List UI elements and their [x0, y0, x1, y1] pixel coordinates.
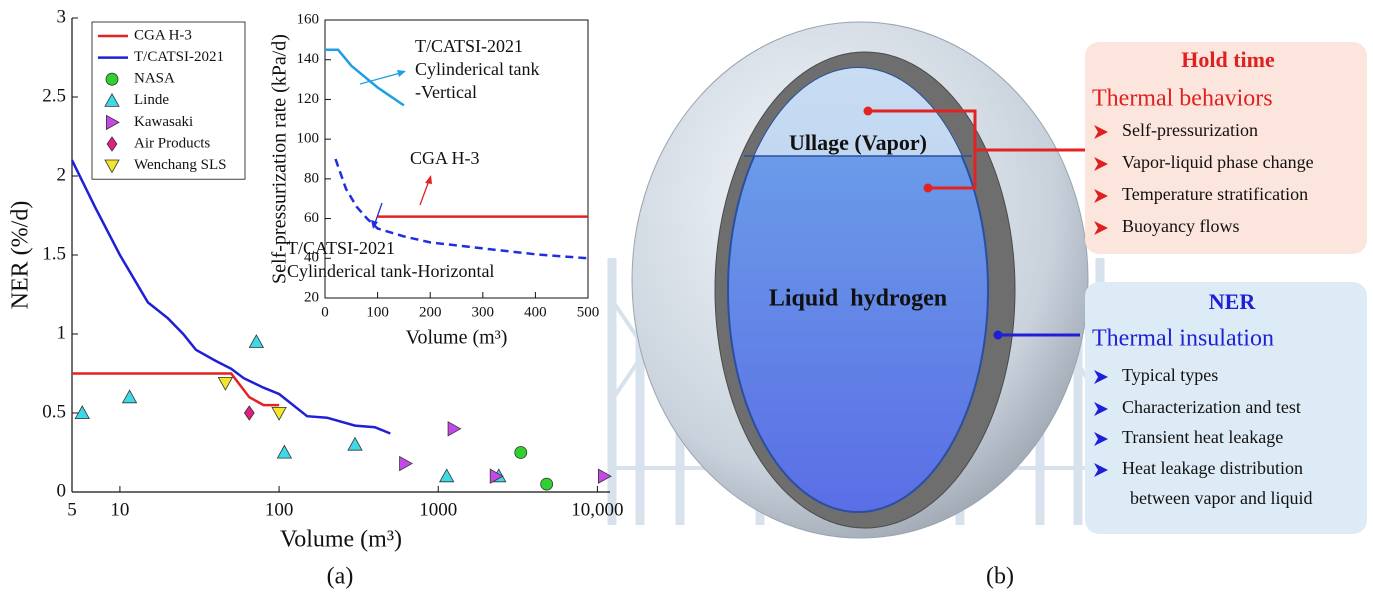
liquid-label: Liquid hydrogen: [769, 286, 947, 312]
y-tick-label: 2.5: [42, 85, 66, 106]
y-tick-label: 2: [57, 164, 67, 185]
annotation: T/CATSI-2021: [287, 238, 395, 258]
annotation: Cylinderical tank-Horizontal: [287, 261, 494, 281]
legend-label: Wenchang SLS: [134, 157, 227, 173]
y-tick-label: 0.5: [42, 401, 66, 422]
list-item: Temperature stratification: [1122, 184, 1308, 204]
y-tick-label: 3: [57, 6, 67, 27]
panel-label: (a): [327, 564, 354, 590]
legend-label: Air Products: [134, 135, 210, 151]
x-axis-label: Volume (m³): [280, 527, 402, 553]
marker: [448, 422, 461, 436]
marker: [249, 335, 263, 348]
marker: [400, 457, 413, 471]
marker: [272, 407, 286, 420]
marker: [515, 447, 527, 459]
legend-label: Linde: [134, 92, 169, 108]
y-tick-label: 140: [297, 51, 320, 67]
tank-diagram: Ullage (Vapor) Liquid hydrogen Hold time…: [612, 22, 1367, 538]
list-item: Characterization and test: [1122, 397, 1301, 417]
page: Ullage (Vapor) Liquid hydrogen Hold time…: [0, 0, 1373, 596]
y-tick-label: 1.5: [42, 243, 66, 264]
marker: [123, 390, 137, 403]
box-title: NER: [1209, 289, 1257, 314]
y-tick-label: 20: [304, 289, 319, 305]
marker: [348, 438, 362, 451]
panel-label: (b): [986, 564, 1014, 590]
legend-label: CGA H-3: [134, 27, 192, 43]
x-tick-label: 100: [265, 499, 294, 520]
y-tick-label: 1: [57, 322, 67, 343]
x-tick-label: 5: [67, 499, 77, 520]
x-tick-label: 10: [110, 499, 129, 520]
series-line: [72, 160, 390, 433]
y-tick-label: 160: [297, 11, 320, 27]
annotation: CGA H-3: [410, 148, 480, 168]
legend-label: NASA: [134, 71, 175, 87]
list-item: Buoyancy flows: [1122, 216, 1239, 236]
box-title: Hold time: [1181, 47, 1275, 72]
y-axis-label: NER (%/d): [8, 201, 34, 310]
connector-dot: [994, 331, 1003, 340]
y-tick-label: 60: [304, 210, 319, 226]
marker: [75, 406, 89, 419]
x-tick-label: 300: [472, 304, 495, 320]
list-item: Transient heat leakage: [1122, 427, 1283, 447]
box-subtitle: Thermal behaviors: [1092, 86, 1273, 112]
box-subtitle: Thermal insulation: [1092, 326, 1274, 352]
y-tick-label: 80: [304, 170, 319, 186]
y-tick-label: 120: [297, 91, 320, 107]
list-item: Heat leakage distribution: [1122, 458, 1303, 478]
y-tick-label: 0: [57, 480, 67, 501]
marker: [440, 469, 454, 482]
legend-label: Kawasaki: [134, 114, 193, 130]
x-tick-label: 200: [419, 304, 442, 320]
x-tick-label: 400: [524, 304, 547, 320]
annotation: Cylinderical tank: [415, 59, 539, 79]
list-item: Self-pressurization: [1122, 120, 1258, 140]
x-axis-label: Volume (m³): [406, 327, 508, 349]
marker: [218, 377, 232, 390]
annotation: -Vertical: [415, 82, 477, 102]
marker: [541, 478, 553, 490]
list-item: Vapor-liquid phase change: [1122, 152, 1314, 172]
marker: [277, 446, 291, 459]
figure: Ullage (Vapor) Liquid hydrogen Hold time…: [0, 0, 1373, 596]
marker: [106, 73, 118, 85]
y-tick-label: 100: [297, 131, 320, 147]
connector-dot: [864, 107, 873, 116]
list-item: Typical types: [1122, 365, 1218, 385]
x-tick-label: 1000: [419, 499, 457, 520]
connector-dot: [924, 184, 933, 193]
ullage-label: Ullage (Vapor): [789, 130, 927, 155]
marker: [244, 406, 254, 420]
x-tick-label: 100: [366, 304, 389, 320]
x-tick-label: 0: [321, 304, 329, 320]
x-tick-label: 10,000: [571, 499, 623, 520]
series-line: [72, 374, 279, 406]
series-line: [325, 50, 404, 106]
list-item: between vapor and liquid: [1130, 488, 1312, 508]
annotation: T/CATSI-2021: [415, 36, 523, 56]
x-tick-label: 500: [577, 304, 600, 320]
legend-label: T/CATSI-2021: [134, 49, 224, 65]
